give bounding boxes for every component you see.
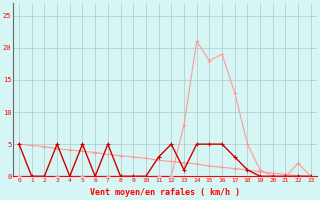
X-axis label: Vent moyen/en rafales ( km/h ): Vent moyen/en rafales ( km/h )	[90, 188, 240, 197]
